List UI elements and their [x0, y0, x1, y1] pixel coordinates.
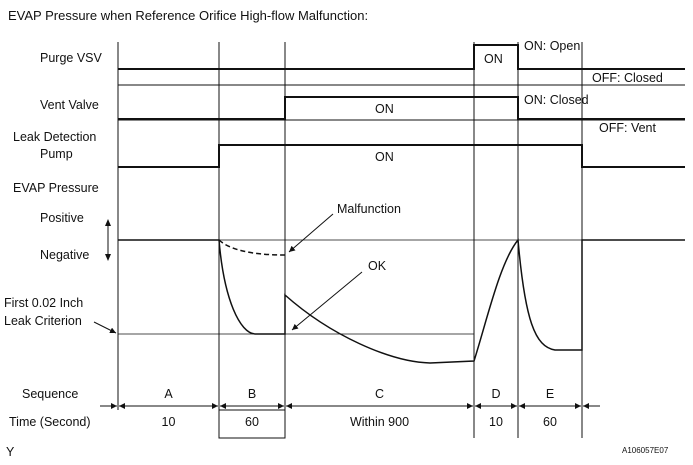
sequence-arrows [100, 403, 600, 439]
ok-pointer [291, 271, 363, 331]
evap-pressure-curve [118, 238, 685, 364]
sequence-letter-d: D [491, 387, 500, 401]
row-label-sequence: Sequence [22, 387, 78, 401]
sequence-time-b: 60 [245, 415, 259, 429]
sequence-arrow-outer [100, 403, 600, 409]
ok-annotation: OK [368, 259, 387, 273]
sequence-arrow-e [519, 403, 581, 409]
sequence-letter-a: A [164, 387, 173, 401]
sequence-time-a: 10 [162, 415, 176, 429]
sequence-labels: A 10 B 60 C Within 900 D 10 E 60 [162, 387, 557, 429]
diagram-title: EVAP Pressure when Reference Orifice Hig… [8, 8, 368, 23]
sequence-letter-b: B [248, 387, 256, 401]
malfunction-dashed-curve [218, 239, 286, 256]
sequence-arrow-b [220, 403, 284, 409]
sequence-time-c: Within 900 [350, 415, 409, 429]
pressure-direction-arrow [105, 219, 111, 261]
footer-left: Y [6, 445, 15, 459]
sequence-arrow-c [286, 403, 473, 409]
row-label-leak-pump-1: Leak Detection [13, 130, 96, 144]
pump-pulse-label: ON [375, 150, 394, 164]
vent-on-label: ON: Closed [524, 93, 589, 107]
row-label-negative: Negative [40, 248, 89, 262]
vent-valve-signal [118, 96, 685, 120]
footer-code: A106057E07 [622, 446, 669, 455]
row-label-positive: Positive [40, 211, 84, 225]
purge-pulse-label: ON [484, 52, 503, 66]
sequence-letter-c: C [375, 387, 384, 401]
row-label-leak-pump-2: Pump [40, 147, 73, 161]
sequence-time-d: 10 [489, 415, 503, 429]
row-label-purge-vsv: Purge VSV [40, 51, 103, 65]
purge-vsv-signal [118, 44, 685, 70]
row-label-time: Time (Second) [9, 415, 91, 429]
sequence-letter-e: E [546, 387, 554, 401]
vent-off-label: OFF: Vent [599, 121, 656, 135]
vent-pulse-label: ON [375, 102, 394, 116]
malfunction-annotation: Malfunction [337, 202, 401, 216]
row-label-evap-pressure: EVAP Pressure [13, 181, 99, 195]
row-label-criterion-2: Leak Criterion [4, 314, 82, 328]
time-box-b [218, 409, 286, 439]
malfunction-pointer [288, 213, 334, 253]
purge-on-label: ON: Open [524, 39, 580, 53]
criterion-pointer [93, 321, 117, 334]
purge-off-label: OFF: Closed [592, 71, 663, 85]
row-label-vent-valve: Vent Valve [40, 98, 99, 112]
row-label-criterion-1: First 0.02 Inch [4, 296, 83, 310]
sequence-arrow-d [475, 403, 517, 409]
leak-pump-signal [118, 144, 685, 168]
sequence-time-e: 60 [543, 415, 557, 429]
sequence-arrow-a [119, 403, 218, 409]
row-separators [118, 84, 685, 121]
